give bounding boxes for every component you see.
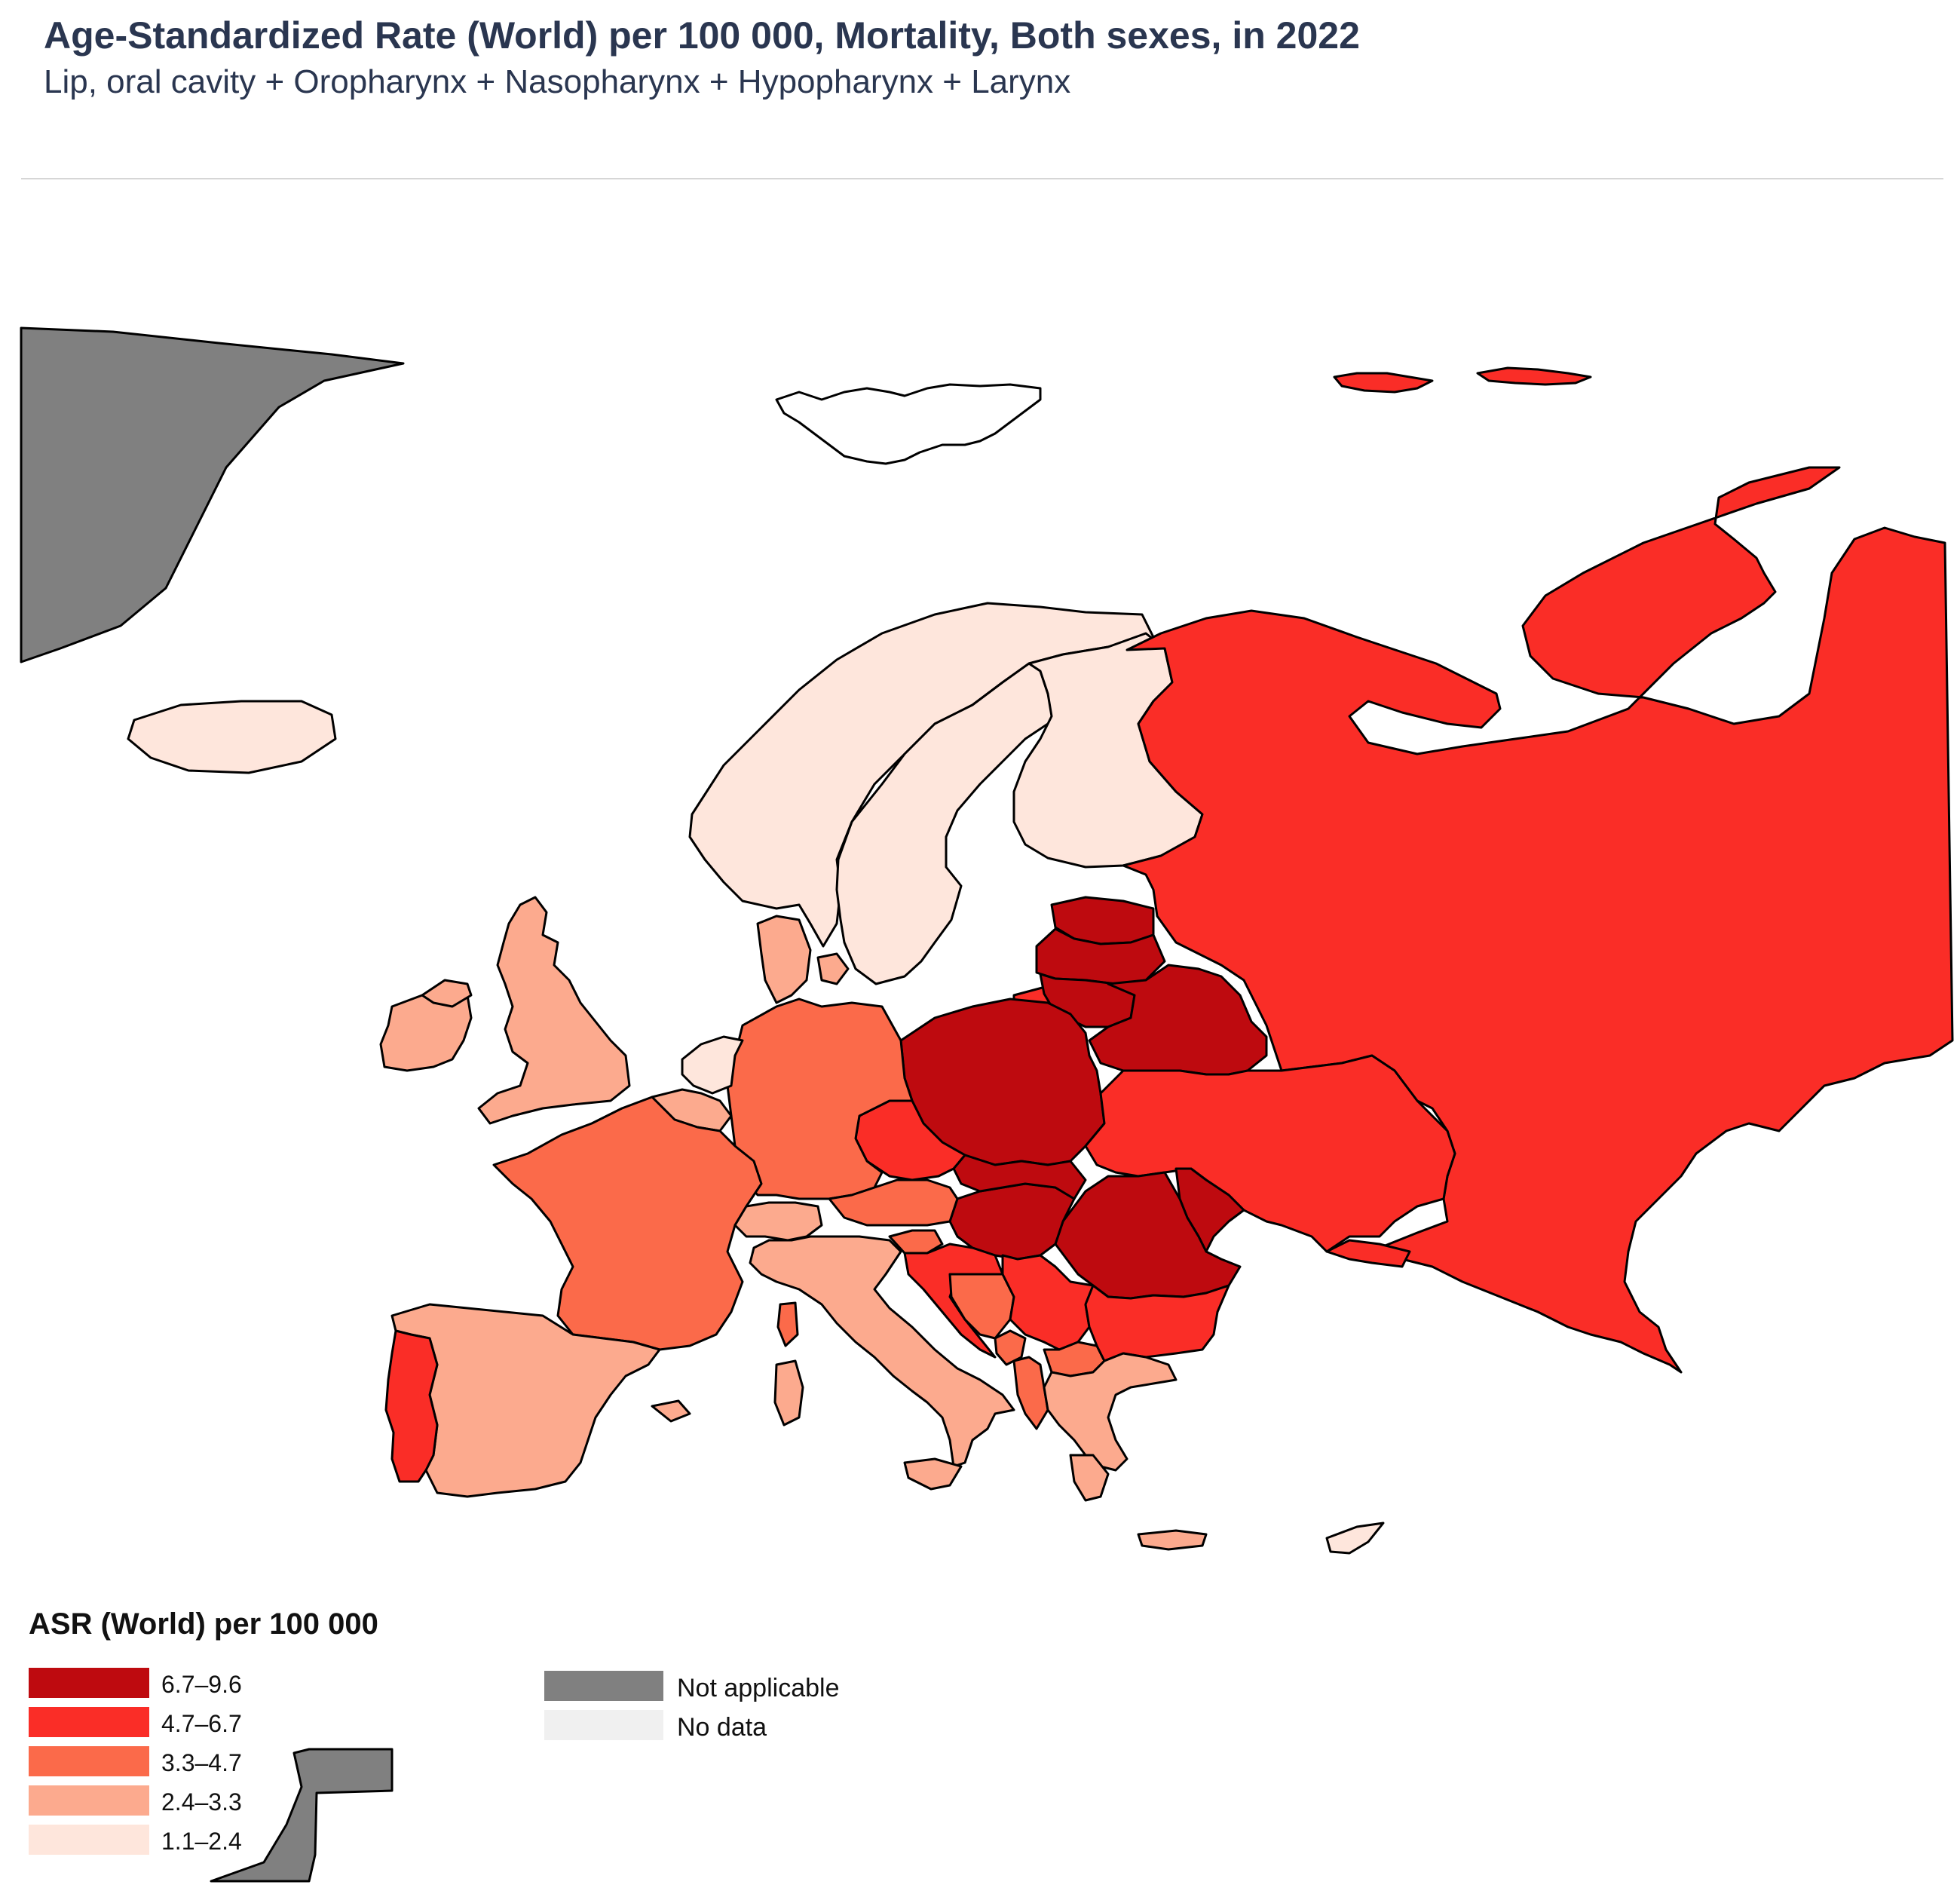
region-russia (1122, 466, 1954, 1374)
legend-label: 1.1–2.4 (161, 1828, 242, 1855)
region-france (492, 1096, 763, 1351)
region-sardinia (773, 1359, 804, 1427)
region-serbia (1001, 1254, 1095, 1351)
region-peloponnese (1069, 1454, 1110, 1502)
legend-swatch (544, 1671, 663, 1701)
region-franz-josef-land (1333, 372, 1434, 394)
region-northern-ireland (421, 979, 473, 1008)
map-subtitle: Lip, oral cavity + Oropharynx + Nasophar… (44, 63, 1071, 100)
region-switzerland (733, 1201, 823, 1242)
region-united-kingdom (477, 896, 631, 1125)
region-portugal (384, 1329, 439, 1483)
title-divider (21, 178, 1943, 179)
region-montenegro (994, 1329, 1027, 1366)
legend-label: 6.7–9.6 (161, 1671, 242, 1698)
legend-label: No data (677, 1713, 767, 1742)
region-bosnia-and-herzegovina (948, 1273, 1015, 1340)
region-greenland (20, 326, 405, 663)
region-bulgaria (1084, 1284, 1230, 1362)
region-sweden (835, 662, 1061, 985)
legend-label: 3.3–4.7 (161, 1749, 242, 1776)
region-western-sahara (210, 1748, 394, 1883)
region-sicily (903, 1457, 963, 1491)
legend-item: 2.4–3.3 (29, 1785, 345, 1820)
region-albania (1012, 1356, 1049, 1430)
region-austria (828, 1178, 959, 1227)
legend-item-not-applicable: Not applicable (544, 1671, 921, 1705)
region-corsica (776, 1301, 799, 1347)
legend-swatch (29, 1668, 149, 1698)
legend-item: 4.7–6.7 (29, 1707, 345, 1742)
region-netherlands (681, 1035, 744, 1095)
region-denmark (756, 915, 812, 1004)
legend-label: 4.7–6.7 (161, 1710, 242, 1737)
region-crete (1137, 1529, 1208, 1551)
region-crimea (1325, 1239, 1411, 1268)
region-denmark-islands (816, 952, 850, 985)
legend-label: 2.4–3.3 (161, 1788, 242, 1816)
region-slovakia (952, 1154, 1087, 1200)
region-franz-josef-land-2 (1476, 366, 1592, 386)
legend-swatch (29, 1707, 149, 1737)
region-romania (1054, 1171, 1242, 1300)
legend-label: Not applicable (677, 1674, 840, 1702)
region-greece (1043, 1352, 1178, 1472)
legend-item: 6.7–9.6 (29, 1668, 345, 1702)
region-iceland (127, 700, 337, 774)
legend-item: 3.3–4.7 (29, 1746, 345, 1781)
legend-title: ASR (World) per 100 000 (29, 1607, 378, 1641)
legend-swatch (29, 1746, 149, 1776)
legend-item: 1.1–2.4 (29, 1825, 345, 1859)
legend-item-no-data: No data (544, 1710, 921, 1745)
region-balearic (651, 1399, 691, 1423)
map-title: Age-Standardized Rate (World) per 100 00… (44, 14, 1360, 57)
legend-swatch (29, 1785, 149, 1816)
region-italy (749, 1235, 1015, 1468)
legend-swatch (29, 1825, 149, 1855)
region-cyprus (1325, 1522, 1385, 1555)
legend-swatch (544, 1710, 663, 1740)
region-svalbard (775, 383, 1042, 465)
